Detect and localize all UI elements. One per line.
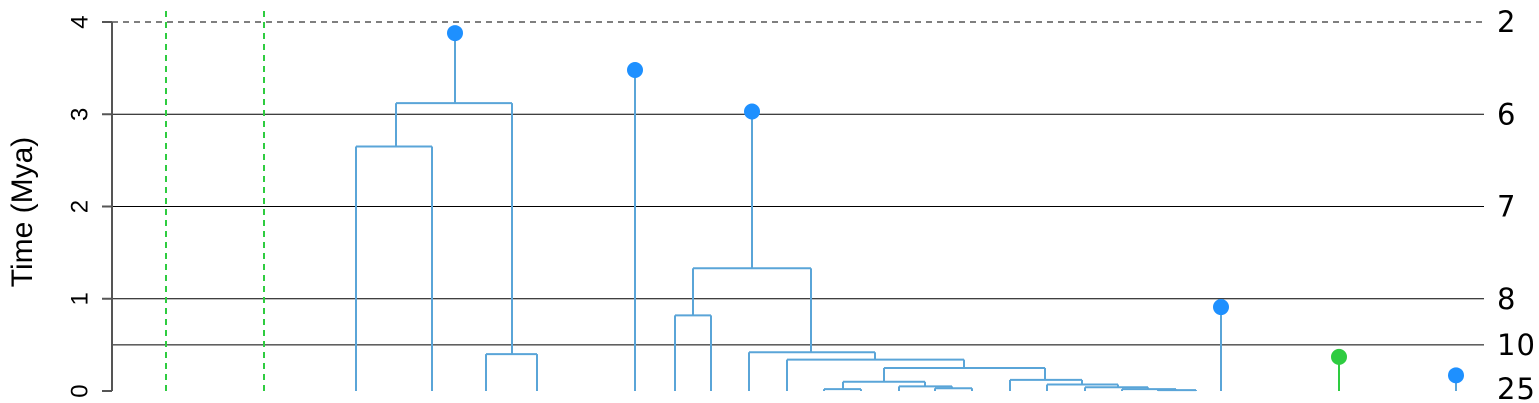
- count-label-4: 10: [1497, 328, 1536, 362]
- count-label-0: 2: [1497, 5, 1516, 39]
- node-3: [1213, 299, 1229, 316]
- y-tick-label-3: 3: [67, 108, 94, 121]
- node-5: [1448, 367, 1464, 384]
- time-slice-lines: [112, 21, 1484, 346]
- lineage-count-labels: 2 6 7 8 10 25: [1497, 5, 1536, 403]
- tree-nodes: [447, 25, 1464, 384]
- y-tick-label-2: 2: [67, 200, 94, 213]
- node-4: [1331, 348, 1347, 365]
- count-label-5: 25: [1497, 372, 1536, 403]
- count-label-2: 7: [1497, 190, 1516, 224]
- y-tick-label-0: 0: [67, 384, 94, 397]
- y-tick-label-4: 4: [67, 15, 94, 28]
- count-label-3: 8: [1497, 282, 1516, 316]
- tree-branches: [355, 33, 1457, 392]
- green-dashed-lines: [165, 8, 265, 391]
- y-axis-label: Time (Mya): [6, 137, 39, 288]
- y-axis: 0 1 2 3 4: [67, 15, 113, 398]
- node-1: [627, 61, 643, 78]
- node-2: [744, 103, 760, 120]
- node-0: [447, 25, 463, 42]
- count-label-1: 6: [1497, 97, 1516, 131]
- y-tick-label-1: 1: [67, 292, 94, 305]
